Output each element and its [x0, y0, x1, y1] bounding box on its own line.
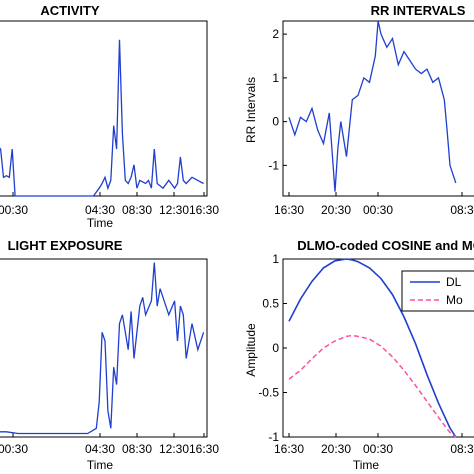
activity-panel: ACTIVITY 00:30 04:30 08:30 12:30 16:30 Time: [0, 3, 219, 230]
dlmo-legend: DL Mo: [401, 270, 474, 312]
legend-box: [401, 270, 474, 312]
rr-series-line: [288, 20, 457, 192]
rr-y-tick-label: -1: [268, 158, 279, 172]
light-x-tick-label: 08:30: [122, 442, 152, 456]
rr-x-tick-label: 20:30: [321, 203, 351, 217]
activity-x-tick-label: 12:30: [159, 203, 189, 217]
dlmo-cosine-panel: DLMO-coded COSINE and MO 16:30 20:30 00:30…: [244, 238, 474, 472]
light-x-tick-label: 12:30: [159, 442, 189, 456]
activity-title: ACTIVITY: [40, 3, 100, 18]
dlmo-x-tick-label: 20:30: [321, 442, 351, 456]
dlmo-x-label: Time: [353, 458, 380, 472]
rr-plot-frame: [282, 20, 474, 197]
dlmo-series-mo-line: [288, 334, 457, 438]
dlmo-series-dl-line: [288, 258, 457, 438]
activity-x-tick-label: 08:30: [122, 203, 152, 217]
legend-dl-label: DL: [446, 275, 462, 289]
legend-mo-label: Mo: [446, 293, 463, 307]
light-x-ticks: 00:30 04:30 08:30 12:30 16:30: [0, 433, 219, 456]
dlmo-y-tick-label: -0.5: [258, 386, 279, 400]
rr-y-tick-label: 0: [272, 115, 279, 129]
activity-x-tick-label: 04:30: [85, 203, 115, 217]
rr-y-tick-label: 1: [272, 71, 279, 85]
dlmo-y-tick-label: 0: [272, 341, 279, 355]
rr-intervals-panel: RR INTERVALS 16:30 20:30 00:30 08:3 2 1 0 -1 RR…: [244, 3, 474, 217]
rr-axis-ticks: 16:30 20:30 00:30 08:3 2 1 0 -1: [268, 27, 474, 217]
light-x-tick-label: 00:30: [0, 442, 28, 456]
dlmo-x-tick-label: 08:3: [450, 442, 474, 456]
rr-y-tick-label: 2: [272, 27, 279, 41]
rr-title: RR INTERVALS: [371, 3, 466, 18]
dlmo-title: DLMO-coded COSINE and MO: [297, 238, 474, 253]
dlmo-y-tick-label: 1: [272, 252, 279, 266]
rr-y-label: RR Intervals: [244, 77, 258, 143]
activity-x-label: Time: [87, 216, 114, 230]
light-x-tick-label: 16:30: [189, 442, 219, 456]
dlmo-y-tick-label: -1: [268, 430, 279, 444]
dlmo-x-tick-label: 16:30: [274, 442, 304, 456]
light-series-line: [0, 262, 205, 435]
rr-x-tick-label: 00:30: [363, 203, 393, 217]
light-x-tick-label: 04:30: [85, 442, 115, 456]
light-title: LIGHT EXPOSURE: [8, 238, 123, 253]
activity-plot-frame: [0, 20, 208, 197]
dlmo-x-tick-label: 00:30: [363, 442, 393, 456]
light-x-label: Time: [87, 458, 114, 472]
activity-x-ticks: 00:30 04:30 08:30 12:30 16:30: [0, 192, 219, 217]
activity-x-tick-label: 16:30: [189, 203, 219, 217]
light-exposure-panel: LIGHT EXPOSURE 00:30 04:30 08:30 12:30 16:30…: [0, 238, 219, 472]
rr-x-tick-label: 16:30: [274, 203, 304, 217]
dlmo-y-label: Amplitude: [244, 323, 258, 377]
activity-series-line: [0, 39, 204, 197]
dlmo-axis-ticks: 16:30 20:30 00:30 08:3 1 0.5 0 -0.5 -1: [258, 252, 474, 456]
dlmo-y-tick-label: 0.5: [262, 297, 279, 311]
activity-x-tick-label: 00:30: [0, 203, 28, 217]
rr-x-tick-label: 08:3: [450, 203, 474, 217]
light-plot-frame: [0, 258, 208, 438]
